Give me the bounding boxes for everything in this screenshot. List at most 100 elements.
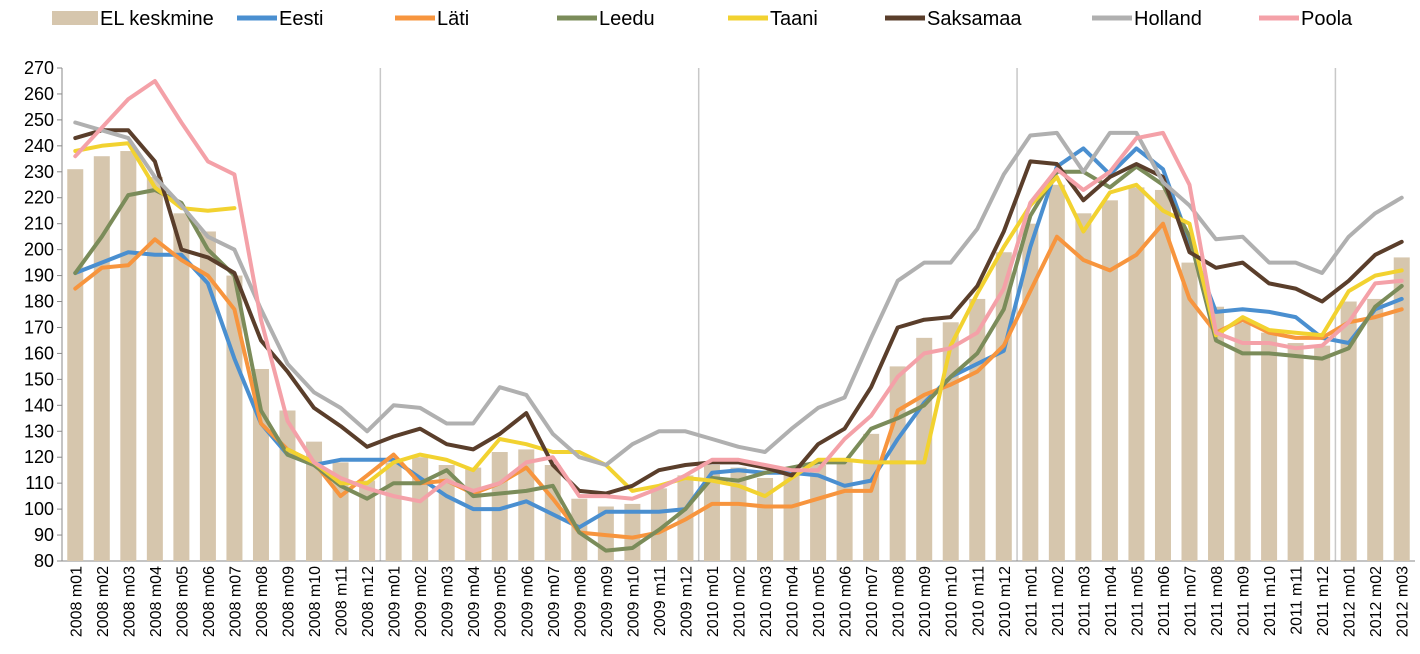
- bar: [1075, 213, 1092, 561]
- bar: [93, 156, 110, 561]
- bar: [146, 176, 163, 561]
- bar: [1208, 306, 1225, 561]
- legend-label: Poola: [1301, 8, 1353, 30]
- bar: [783, 475, 800, 561]
- y-tick-label: 240: [24, 136, 54, 156]
- bar: [1393, 257, 1410, 561]
- x-tick-label: 2008 m10: [307, 566, 324, 637]
- legend-label: Saksamaa: [927, 8, 1022, 30]
- bar: [1287, 343, 1304, 561]
- x-tick-label: 2008 m08: [254, 566, 271, 637]
- x-tick-label: 2011 m07: [1183, 566, 1200, 636]
- bar: [173, 213, 190, 561]
- bar: [385, 462, 402, 561]
- bar: [306, 441, 323, 561]
- line: [73, 141, 1404, 499]
- x-tick-label: 2009 m02: [413, 566, 430, 637]
- x-tick-label: 2010 m01: [705, 566, 722, 637]
- x-tick-label: 2010 m11: [970, 566, 987, 636]
- bar: [226, 275, 243, 561]
- bar: [199, 231, 216, 561]
- bar: [359, 480, 376, 561]
- bar: [1101, 200, 1118, 561]
- x-tick-label: 2008 m04: [148, 566, 165, 637]
- bar: [810, 464, 827, 561]
- bar: [1181, 262, 1198, 561]
- x-tick-label: 2012 m02: [1368, 566, 1385, 637]
- x-tick-label: 2011 m02: [1050, 566, 1067, 636]
- bar: [518, 449, 535, 561]
- bar: [757, 477, 774, 561]
- bar: [703, 464, 720, 561]
- x-tick-label: 2010 m02: [732, 566, 749, 637]
- x-tick-label: 2011 m09: [1236, 566, 1253, 636]
- x-tick-label: 2008 m03: [121, 566, 138, 637]
- y-tick-label: 130: [24, 421, 54, 441]
- bar: [916, 337, 933, 561]
- x-tick-label: 2010 m07: [864, 566, 881, 637]
- x-tick-label: 2009 m09: [599, 566, 616, 637]
- bar: [1048, 184, 1065, 561]
- x-tick-label: 2010 m09: [917, 566, 934, 637]
- y-tick-label: 80: [34, 551, 54, 571]
- x-tick-label: 2008 m06: [201, 566, 218, 637]
- x-tick-label: 2011 m01: [1023, 566, 1040, 636]
- bar: [730, 467, 747, 561]
- x-tick-label: 2010 m12: [997, 566, 1014, 637]
- x-tick-label: 2008 m01: [68, 566, 85, 637]
- y-tick-label: 100: [24, 499, 54, 519]
- bar: [836, 459, 853, 561]
- y-tick-label: 230: [24, 162, 54, 182]
- bar: [1234, 322, 1251, 561]
- x-tick-label: 2011 m04: [1103, 566, 1120, 636]
- bar: [1128, 187, 1145, 561]
- x-tick-label: 2009 m03: [440, 566, 457, 637]
- x-tick-label: 2008 m11: [334, 566, 351, 636]
- x-tick-label: 2011 m03: [1076, 566, 1093, 636]
- bar: [1314, 345, 1331, 561]
- bar: [67, 169, 84, 561]
- x-tick-label: 2009 m04: [466, 566, 483, 637]
- legend-label: Holland: [1134, 8, 1202, 30]
- x-tick-label: 2009 m07: [546, 566, 563, 637]
- x-tick-label: 2010 m08: [891, 566, 908, 637]
- y-tick-label: 220: [24, 188, 54, 208]
- x-tick-label: 2009 m05: [493, 566, 510, 637]
- y-tick-label: 190: [24, 266, 54, 286]
- x-tick-label: 2009 m08: [572, 566, 589, 637]
- bar: [650, 488, 667, 561]
- y-tick-label: 150: [24, 369, 54, 389]
- legend-label: EL keskmine: [100, 8, 214, 30]
- x-tick-label: 2008 m12: [360, 566, 377, 637]
- x-tick-label: 2010 m06: [838, 566, 855, 637]
- bar: [120, 151, 137, 561]
- line: [73, 120, 1404, 467]
- x-tick-label: 2008 m09: [281, 566, 298, 637]
- y-tick-label: 180: [24, 292, 54, 312]
- x-tick-label: 2009 m11: [652, 566, 669, 636]
- x-tick-label: 2011 m10: [1262, 566, 1279, 636]
- legend-label: Eesti: [279, 8, 323, 30]
- x-tick-label: 2010 m05: [811, 566, 828, 637]
- y-tick-label: 160: [24, 343, 54, 363]
- x-tick-label: 2009 m01: [387, 566, 404, 637]
- y-tick-label: 250: [24, 110, 54, 130]
- legend-swatch: [52, 11, 98, 25]
- bar: [1022, 223, 1039, 561]
- x-tick-label: 2011 m11: [1289, 566, 1306, 635]
- y-tick-label: 170: [24, 317, 54, 337]
- y-tick-label: 210: [24, 214, 54, 234]
- bar: [1154, 189, 1171, 561]
- bar: [863, 433, 880, 561]
- x-tick-label: 2008 m07: [227, 566, 244, 637]
- y-tick-label: 200: [24, 240, 54, 260]
- x-tick-label: 2011 m06: [1156, 566, 1173, 636]
- y-tick-label: 270: [24, 58, 54, 78]
- y-tick-label: 260: [24, 84, 54, 104]
- x-tick-label: 2008 m02: [95, 566, 112, 637]
- y-tick-label: 110: [25, 473, 54, 493]
- x-tick-label: 2010 m04: [785, 566, 802, 637]
- bar: [438, 464, 455, 561]
- x-tick-label: 2012 m01: [1342, 566, 1359, 637]
